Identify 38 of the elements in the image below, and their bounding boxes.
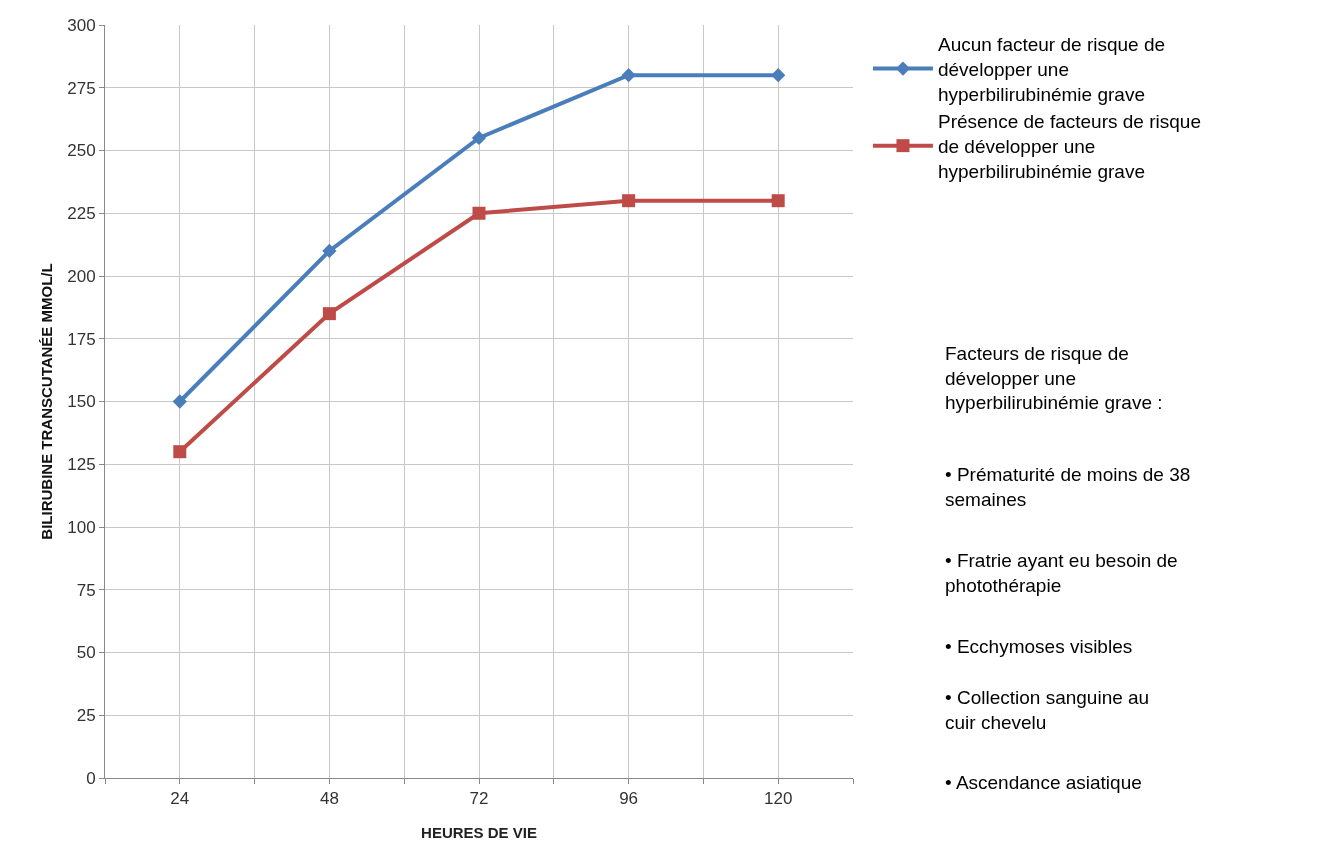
x-axis-title: HEURES DE VIE (421, 824, 537, 842)
point (471, 130, 487, 146)
y-tick-label: 300 (67, 15, 96, 35)
y-tick-label: 250 (67, 141, 96, 161)
y-tick-label: 175 (67, 329, 96, 349)
x-tick-label: 72 (469, 789, 489, 809)
y-tick-label: 25 (76, 706, 96, 726)
point (622, 194, 636, 208)
y-tick-label: 275 (67, 78, 96, 98)
point (621, 68, 636, 83)
point (173, 445, 187, 459)
x-tick-label: 48 (319, 789, 339, 809)
text: Facteurs de risque de développer une hyperbilirubinémie grave : (945, 343, 1163, 414)
y-tick-label: 0 (86, 768, 96, 788)
y-tick-label: 125 (67, 455, 96, 475)
text: • Prématurité de moins de 38 semaines (945, 464, 1191, 510)
y-tick-label: 75 (76, 580, 96, 600)
legend-label: Aucun facteur de risque de développer une hyperbilirubinémie grave (937, 34, 1166, 105)
y-tick-label: 150 (67, 392, 96, 412)
text: • Collection sanguine au cuir chevelu (945, 687, 1150, 733)
text: • Ecchymoses visibles (945, 636, 1133, 657)
text: • Ascendance asiatique (945, 772, 1142, 793)
text: • Fratrie ayant eu besoin de photothérapie (945, 550, 1178, 596)
point (322, 243, 337, 259)
x-tick-label: 96 (619, 789, 639, 809)
point (472, 206, 486, 220)
x-tick-label: 24 (170, 789, 190, 809)
point (172, 394, 187, 409)
point (771, 194, 785, 208)
y-tick-label: 200 (67, 266, 96, 286)
y-tick-label: 50 (76, 643, 96, 663)
point (771, 68, 786, 83)
point (322, 307, 336, 321)
y-tick-label: 100 (67, 517, 96, 537)
y-tick-label: 225 (67, 204, 96, 224)
legend-label: Présence de facteurs de risque de développer une hyperbilirubinémie grave (937, 111, 1201, 182)
x-tick-label: 120 (764, 789, 793, 809)
y-axis-title: BILIRUBINE TRANSCUTANÉE MMOL/L (38, 263, 56, 540)
